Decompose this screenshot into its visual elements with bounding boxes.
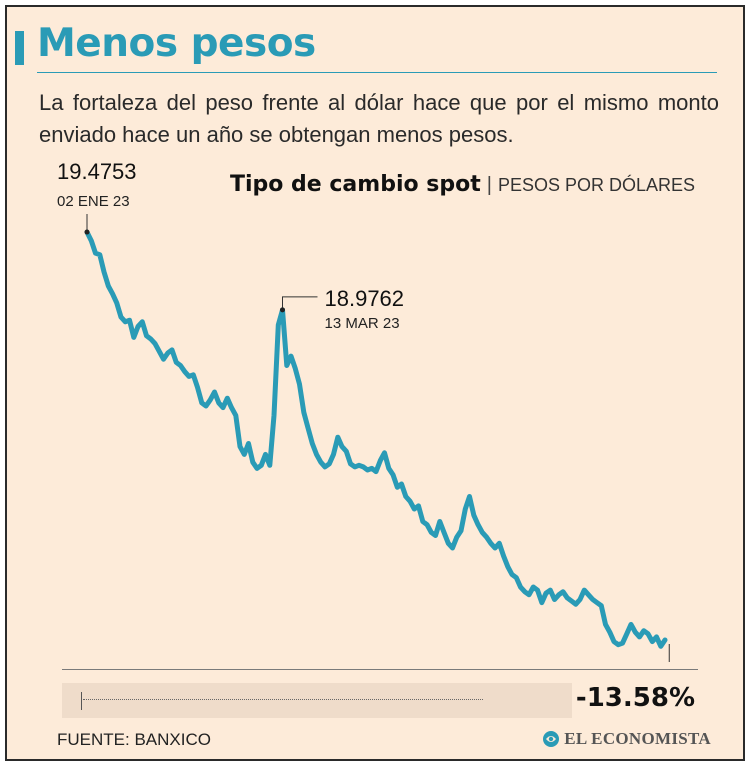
chart-title: Tipo de cambio spot <box>229 172 481 197</box>
footer-divider <box>62 669 698 670</box>
infographic-frame: Menos pesos La fortaleza del peso frente… <box>5 5 745 761</box>
leader-peak <box>282 296 318 310</box>
line-chart: 19.4753 02 ENE 23 18.9762 13 MAR 23 16.8… <box>57 159 670 662</box>
peak-value-label: 18.9762 <box>325 286 405 311</box>
brand-name: EL ECONOMISTA <box>564 729 711 748</box>
change-strip <box>62 683 572 718</box>
start-marker <box>84 229 90 235</box>
title-accent-bar <box>15 31 24 65</box>
percent-change: -13.58% <box>575 683 695 713</box>
page-title: Menos pesos <box>37 21 316 66</box>
heading-separator: | <box>486 174 492 196</box>
start-date-label: 02 ENE 23 <box>57 193 130 210</box>
change-tick <box>81 692 82 710</box>
brand: EL ECONOMISTA <box>542 729 711 749</box>
series-line <box>84 229 668 649</box>
source-note: FUENTE: BANXICO <box>57 730 211 749</box>
peak-date-label: 13 MAR 23 <box>325 315 400 332</box>
start-value-label: 19.4753 <box>57 159 137 184</box>
chart-unit: PESOS POR DÓLARES <box>497 175 695 195</box>
el-economista-logo-icon <box>543 731 560 747</box>
chart-heading: Tipo de cambio spot | PESOS POR DÓLARES <box>230 170 695 198</box>
peak-marker <box>280 307 285 313</box>
change-dotted-line <box>83 699 483 700</box>
subtitle: La fortaleza del peso frente al dólar ha… <box>39 90 719 147</box>
title-divider <box>37 72 717 73</box>
